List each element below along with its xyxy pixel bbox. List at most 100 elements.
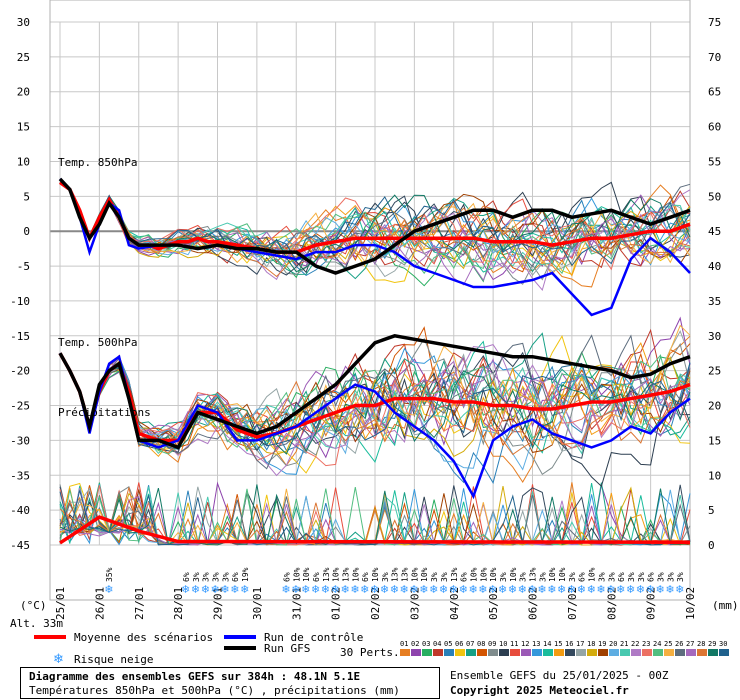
x-tick-label: 09/02: [645, 587, 658, 620]
snow-risk-pct: 3%: [499, 572, 508, 582]
footer-title: Diagramme des ensembles GEFS sur 384h : …: [29, 670, 361, 683]
snowflake-icon: ❄: [291, 583, 300, 596]
snow-risk-pct: 3%: [676, 572, 685, 582]
y-tick-right: 35: [708, 295, 721, 308]
pert-swatch: [576, 649, 586, 656]
snowflake-icon: ❄: [478, 583, 487, 596]
snow-risk-pct: 10%: [420, 567, 429, 582]
pert-number: 13: [532, 640, 540, 648]
y-tick-left: 10: [17, 155, 30, 168]
pert-swatch: [565, 649, 575, 656]
ensemble-member-500: [59, 352, 691, 456]
snow-risk-pct: 13%: [341, 567, 350, 582]
snow-risk-pct: 13%: [529, 567, 538, 582]
pert-number: 15: [554, 640, 562, 648]
pert-number: 25: [664, 640, 672, 648]
y-tick-left: 5: [23, 190, 30, 203]
ensemble-members: [59, 181, 691, 546]
snow-risk-pct: 19%: [241, 567, 250, 582]
pert-number: 12: [521, 640, 529, 648]
y-right-unit-label: (mm): [712, 599, 739, 612]
pert-number: 26: [675, 640, 683, 648]
snowflake-icon: ❄: [498, 583, 507, 596]
pert-number: 30: [719, 640, 727, 648]
y-tick-right: 15: [708, 434, 721, 447]
x-tick-label: 30/01: [251, 587, 264, 620]
snowflake-icon: ❄: [449, 583, 458, 596]
pert-swatch: [455, 649, 465, 656]
ensemble-member-500: [59, 352, 691, 455]
pert-swatch: [499, 649, 509, 656]
snowflake-icon: ❄: [380, 583, 389, 596]
snow-risk-pct: 6%: [182, 572, 191, 582]
y-tick-right: 25: [708, 365, 721, 378]
pert-number: 05: [444, 640, 452, 648]
y-tick-left: -25: [10, 400, 30, 413]
pert-swatch: [587, 649, 597, 656]
snowflake-icon: ❄: [626, 583, 635, 596]
snow-risk-pct: 10%: [371, 567, 380, 582]
snowflake-icon: ❄: [191, 583, 200, 596]
pert-number: 24: [653, 640, 661, 648]
snow-risk-pct: 3%: [519, 572, 528, 582]
pert-number: 21: [620, 640, 628, 648]
y-tick-right: 0: [708, 539, 715, 552]
ensemble-member-500: [59, 352, 691, 455]
legend-control-label: Run de contrôle: [264, 631, 363, 644]
y-tick-right: 60: [708, 121, 721, 134]
snowflake-icon: ❄: [281, 583, 290, 596]
snowflake-icon: ❄: [350, 583, 359, 596]
snow-risk-pct: 3%: [656, 572, 665, 582]
pert-number: 18: [587, 640, 595, 648]
snowflake-icon: ❄: [311, 583, 320, 596]
snowflake-icon: ❄: [508, 583, 517, 596]
y-axis-ticks: 302520151050-5-10-15-20-25-30-35-40-4575…: [10, 16, 721, 552]
pert-swatch: [554, 649, 564, 656]
series-line: [58, 177, 691, 275]
snow-risk-pct: 6%: [231, 572, 240, 582]
snowflake-icon: ❄: [419, 583, 428, 596]
snowflake-icon: ❄: [577, 583, 586, 596]
pert-swatch: [609, 649, 619, 656]
snow-risk-pct: 3%: [666, 572, 675, 582]
x-tick-label: 26/01: [93, 587, 106, 620]
snowflake-icon: ❄: [518, 583, 527, 596]
ensemble-member-850: [59, 181, 691, 271]
snow-risk-pct: 3%: [381, 572, 390, 582]
x-tick-label: 27/01: [133, 587, 146, 620]
x-tick-label: 08/02: [605, 587, 618, 620]
snowflake-icon: ❄: [537, 583, 546, 596]
y-tick-left: -45: [10, 539, 30, 552]
pert-number: 17: [576, 640, 584, 648]
y-tick-left: 15: [17, 121, 30, 134]
pert-swatch: [532, 649, 542, 656]
snow-risk-pct: 10%: [351, 567, 360, 582]
pert-number: 04: [433, 640, 441, 648]
y-tick-left: -20: [10, 365, 30, 378]
pert-swatch: [422, 649, 432, 656]
snowflake-icon: ❄: [211, 583, 220, 596]
snow-risk-pct: 3%: [212, 572, 221, 582]
pert-swatch: [510, 649, 520, 656]
ensemble-member-500: [59, 352, 691, 450]
y-tick-left: -10: [10, 295, 30, 308]
ensemble-member-500: [59, 352, 691, 467]
grid: [49, 0, 691, 601]
snowflake-icon: ❄: [468, 583, 477, 596]
pert-number: 08: [477, 640, 485, 648]
snow-risk-row: 35%❄6%❄3%❄3%❄3%❄3%❄6%❄19%❄6%❄10%❄10%❄6%❄…: [104, 567, 685, 596]
x-tick-label: 02/02: [369, 587, 382, 620]
y-tick-left: 25: [17, 51, 30, 64]
snow-risk-pct: 10%: [302, 567, 311, 582]
plot-frame: [49, 0, 691, 601]
snowflake-icon: ❄: [104, 583, 113, 596]
snowflake-icon: ❄: [439, 583, 448, 596]
x-unit-label: (°C): [20, 599, 47, 612]
y-tick-right: 10: [708, 469, 721, 482]
snowflake-icon: ❄: [636, 583, 645, 596]
series-line: [59, 178, 691, 317]
snowflake-icon: ❄: [301, 583, 310, 596]
y-tick-left: -40: [10, 504, 30, 517]
ensemble-member-850: [59, 182, 691, 267]
snow-risk-pct: 13%: [401, 567, 410, 582]
